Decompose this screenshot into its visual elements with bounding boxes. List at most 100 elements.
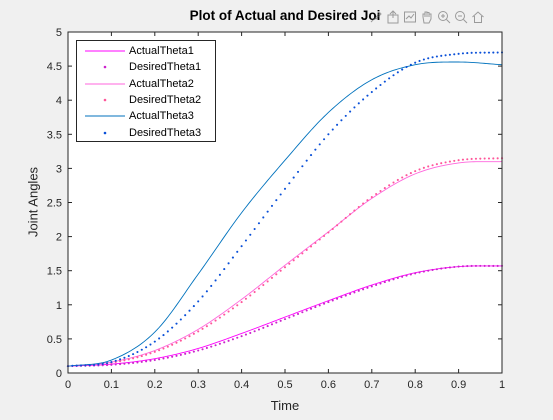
datatip-icon[interactable]	[402, 10, 417, 25]
data-point	[188, 351, 191, 354]
data-point	[214, 344, 217, 347]
data-point	[214, 279, 217, 282]
data-point	[331, 128, 334, 131]
data-point	[201, 327, 204, 330]
data-point	[479, 157, 482, 160]
data-point	[318, 238, 321, 241]
legend[interactable]: ActualTheta1 DesiredTheta1 ActualTheta2 …	[76, 40, 216, 142]
data-point	[84, 364, 87, 367]
data-point	[253, 330, 256, 333]
data-point	[396, 276, 399, 280]
data-point	[336, 123, 339, 126]
data-point	[210, 284, 213, 288]
data-point	[231, 256, 234, 259]
data-point	[470, 264, 473, 268]
chart-title: Plot of Actual and Desired Joi	[189, 8, 381, 23]
data-point	[119, 358, 122, 361]
data-point	[236, 250, 239, 253]
data-point	[270, 276, 274, 279]
data-point	[305, 159, 308, 162]
data-point	[318, 143, 321, 146]
data-point	[444, 266, 447, 270]
data-point	[188, 335, 191, 338]
data-point	[331, 299, 334, 302]
legend-entry: ActualTheta2	[77, 76, 215, 92]
data-point	[162, 357, 165, 360]
series-line-actualtheta2	[67, 161, 503, 367]
x-tick-label: 0.9	[451, 379, 466, 391]
data-point	[327, 133, 330, 136]
data-point	[479, 51, 482, 54]
data-point	[409, 63, 412, 66]
data-point	[114, 359, 117, 362]
brush-icon[interactable]	[368, 10, 383, 25]
data-point	[474, 157, 478, 160]
data-point	[171, 326, 174, 329]
data-point	[106, 364, 109, 367]
data-point	[110, 361, 113, 364]
data-point	[132, 357, 135, 360]
data-point	[149, 343, 152, 346]
data-point	[331, 227, 334, 230]
data-point	[140, 355, 143, 358]
data-point	[483, 264, 486, 267]
x-tick-label: 0.1	[104, 379, 119, 391]
y-tick-label: 0	[56, 368, 62, 380]
data-point	[383, 281, 386, 284]
data-point	[487, 157, 491, 160]
series-points-desiredtheta3	[66, 51, 504, 368]
data-point	[227, 310, 230, 313]
data-point	[418, 271, 421, 274]
data-point	[270, 204, 274, 207]
home-icon[interactable]	[470, 10, 485, 25]
data-point	[279, 319, 282, 322]
data-point	[119, 360, 122, 363]
data-point	[227, 262, 230, 265]
data-point	[283, 266, 287, 269]
data-point	[483, 51, 486, 54]
data-point	[427, 269, 430, 272]
data-point	[119, 363, 122, 366]
data-point	[127, 354, 130, 358]
data-point	[362, 98, 365, 101]
data-point	[470, 157, 473, 160]
data-point	[448, 53, 451, 56]
legend-swatch-actualtheta1	[85, 50, 125, 52]
legend-swatch-desiredtheta2	[103, 98, 107, 102]
data-point	[470, 51, 473, 54]
data-point	[275, 273, 278, 276]
export-icon[interactable]	[385, 10, 400, 25]
zoom-in-icon[interactable]	[436, 10, 451, 25]
data-point	[379, 83, 382, 87]
x-tick-label: 0.4	[234, 379, 249, 391]
data-point	[457, 52, 460, 55]
data-point	[414, 170, 417, 173]
data-point	[292, 314, 295, 317]
zoom-out-icon[interactable]	[453, 10, 468, 25]
pan-icon[interactable]	[419, 10, 434, 25]
data-point	[492, 264, 495, 268]
data-point	[474, 51, 478, 54]
data-point	[192, 350, 195, 353]
data-point	[236, 336, 239, 339]
data-point	[401, 275, 404, 278]
data-point	[123, 359, 126, 362]
data-point	[162, 347, 165, 350]
x-tick-label: 0.2	[147, 379, 162, 391]
data-point	[453, 265, 456, 269]
data-point	[448, 160, 451, 163]
data-point	[244, 297, 247, 300]
data-point	[388, 184, 391, 187]
data-point	[435, 55, 438, 58]
data-point	[440, 162, 443, 165]
data-point	[357, 205, 360, 209]
x-tick-label: 0.7	[364, 379, 379, 391]
data-point	[388, 77, 391, 80]
data-point	[466, 265, 469, 268]
data-point	[205, 325, 208, 328]
x-tick-label: 0.8	[408, 379, 423, 391]
data-point	[88, 364, 91, 367]
data-point	[309, 307, 313, 310]
data-point	[175, 354, 178, 357]
data-point	[249, 294, 252, 297]
